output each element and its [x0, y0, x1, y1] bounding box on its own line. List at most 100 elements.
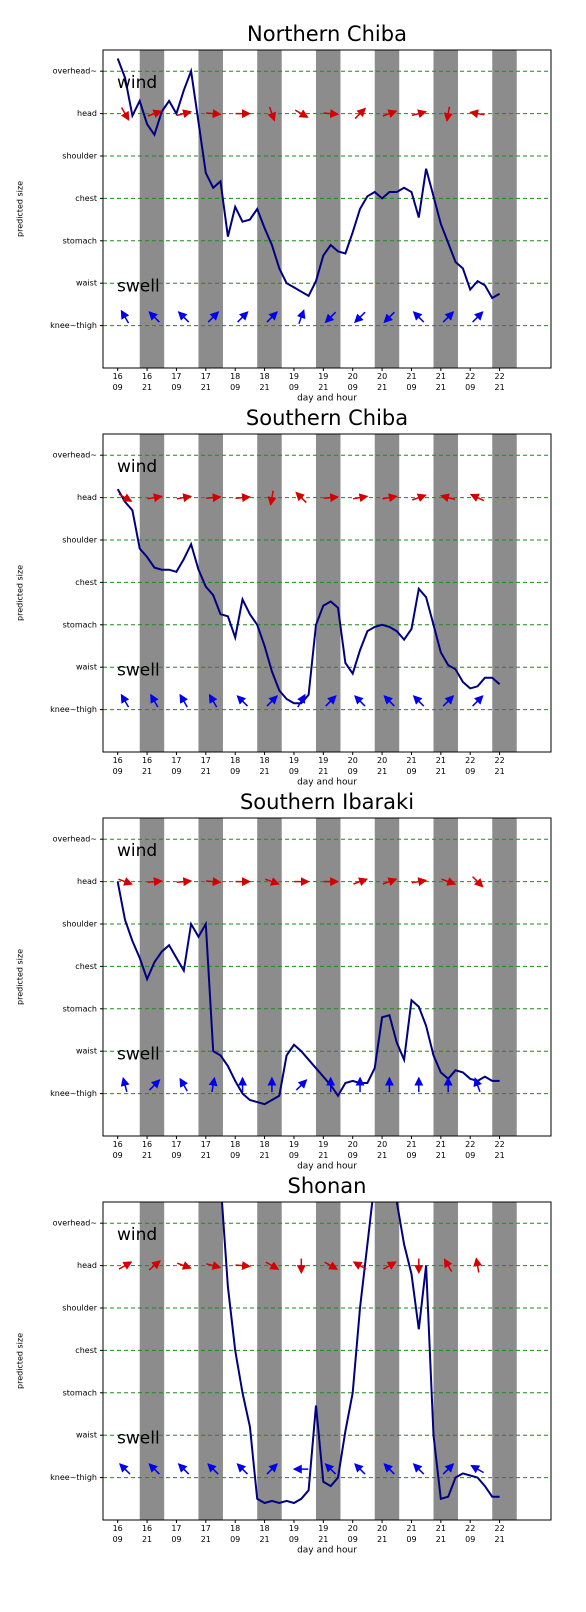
- size-line: [116, 881, 500, 1106]
- x-axis-label: day and hour: [297, 1546, 357, 1556]
- wind-arrow: [176, 109, 192, 119]
- wind-label: wind: [117, 841, 157, 861]
- y-tick-label: knee~thigh: [50, 1473, 97, 1482]
- night-band: [139, 1202, 165, 1520]
- x-tick-label: 21 09: [406, 372, 416, 392]
- swell-arrow: [236, 1463, 249, 1475]
- wind-arrow: [354, 107, 367, 120]
- x-tick-label: 16 09: [113, 1140, 123, 1160]
- swell-arrow: [442, 311, 455, 323]
- wind-arrow: [443, 1258, 453, 1273]
- plot-frame: [102, 49, 552, 369]
- x-tick-label: 19 09: [289, 1524, 299, 1544]
- plot-frame: [102, 1201, 552, 1521]
- wind-arrow: [267, 490, 277, 506]
- x-tick-label: 20 21: [377, 1140, 387, 1160]
- x-tick-label: 18 09: [230, 1140, 240, 1160]
- swell-arrow: [236, 695, 249, 707]
- x-tick-label: 16 09: [113, 1524, 123, 1544]
- y-axis-label: predicted size: [16, 949, 25, 1005]
- swell-arrow: [412, 695, 425, 707]
- wind-arrow: [469, 109, 485, 119]
- wind-arrow: [206, 493, 222, 503]
- swell-arrow: [179, 1077, 188, 1092]
- x-tick-label: 17 21: [201, 1140, 211, 1160]
- swell-arrow: [119, 1463, 131, 1475]
- swell-arrow: [442, 1463, 455, 1475]
- y-tick-label: waist: [76, 663, 97, 672]
- swell-arrow: [324, 311, 337, 324]
- x-tick-label: 19 21: [318, 372, 328, 392]
- swell-arrow: [354, 1463, 366, 1475]
- x-tick-label: 22 21: [494, 1524, 504, 1544]
- night-band: [198, 1202, 223, 1520]
- swell-arrow: [237, 311, 249, 323]
- wind-arrow: [439, 493, 456, 503]
- wind-arrow: [147, 493, 163, 503]
- x-tick-label: 18 09: [230, 1524, 240, 1544]
- swell-arrow: [412, 1463, 425, 1475]
- x-tick-label: 21 09: [406, 1140, 416, 1160]
- swell-arrow: [383, 1463, 395, 1475]
- y-tick-label: overhead~: [53, 835, 97, 844]
- x-axis-label: day and hour: [297, 1162, 357, 1172]
- x-tick-label: 17 21: [201, 372, 211, 392]
- y-tick-label: shoulder: [62, 536, 97, 545]
- x-tick-label: 22 21: [494, 1140, 504, 1160]
- wind-arrow: [353, 493, 369, 503]
- night-band: [492, 1202, 517, 1520]
- wind-label: wind: [117, 1225, 157, 1245]
- swell-arrow: [296, 309, 306, 324]
- wind-arrow: [206, 877, 222, 887]
- x-tick-label: 17 09: [171, 372, 181, 392]
- x-tick-label: 20 09: [348, 1140, 358, 1160]
- wind-arrow: [235, 493, 252, 503]
- x-tick-label: 16 09: [113, 756, 123, 776]
- x-tick-label: 16 21: [142, 1140, 152, 1160]
- wind-arrow: [265, 877, 280, 886]
- swell-label: swell: [117, 277, 160, 297]
- chart-title: Shonan: [288, 1174, 367, 1198]
- swell-arrow: [207, 1463, 219, 1475]
- x-tick-label: 17 09: [171, 756, 181, 776]
- wind-label: wind: [117, 457, 157, 477]
- swell-arrow: [297, 693, 306, 708]
- plot-area: [103, 818, 551, 1136]
- wind-arrow: [353, 877, 369, 886]
- x-tick-label: 18 09: [230, 372, 240, 392]
- chart-title: Northern Chiba: [247, 22, 407, 46]
- swell-arrow: [179, 693, 188, 708]
- x-tick-label: 21 21: [436, 372, 446, 392]
- x-tick-label: 18 21: [259, 372, 269, 392]
- x-tick-label: 19 09: [289, 372, 299, 392]
- wind-arrow: [411, 109, 428, 119]
- x-tick-label: 19 09: [289, 756, 299, 776]
- x-tick-label: 22 21: [494, 756, 504, 776]
- swell-label: swell: [117, 1429, 160, 1449]
- night-band: [315, 1202, 341, 1520]
- wind-arrow: [411, 493, 427, 502]
- swell-arrow: [354, 311, 366, 324]
- x-tick-label: 17 21: [201, 756, 211, 776]
- swell-arrow: [266, 311, 278, 323]
- x-tick-label: 16 21: [142, 372, 152, 392]
- wind-arrow: [294, 109, 309, 118]
- night-band: [492, 50, 517, 368]
- wind-arrow: [443, 106, 453, 122]
- x-tick-label: 19 21: [318, 1524, 328, 1544]
- y-tick-label: head: [77, 877, 97, 886]
- x-tick-label: 18 21: [259, 1140, 269, 1160]
- x-tick-label: 17 09: [171, 1140, 181, 1160]
- swell-arrow: [120, 693, 130, 708]
- swell-arrow: [354, 695, 366, 707]
- swell-arrow: [472, 695, 484, 707]
- swell-arrow: [208, 1076, 218, 1093]
- swell-arrow: [120, 1076, 130, 1093]
- x-tick-label: 16 21: [142, 756, 152, 776]
- y-tick-label: head: [77, 493, 97, 502]
- x-tick-label: 20 21: [377, 756, 387, 776]
- swell-arrow: [150, 693, 159, 708]
- x-tick-label: 19 09: [289, 1140, 299, 1160]
